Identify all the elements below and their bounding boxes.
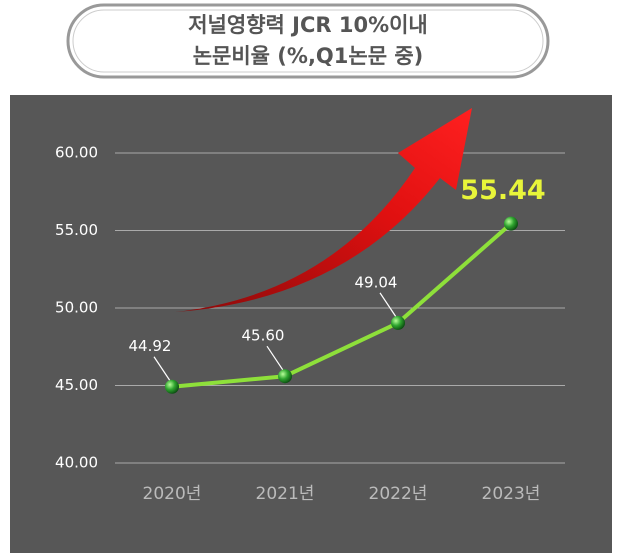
point: [165, 379, 179, 394]
y-tick-label: 60.00: [55, 144, 98, 162]
data-label: 45.60: [242, 327, 285, 345]
plot-background: [10, 95, 612, 553]
y-tick-label: 50.00: [55, 299, 98, 317]
point: [504, 216, 518, 231]
y-tick-label: 45.00: [55, 376, 98, 394]
title-box: [66, 3, 550, 79]
chart-title: 논문비율 (%,Q1논문 중): [193, 44, 424, 68]
title-box-inner: [72, 9, 544, 73]
chart-title: 저널영향력 JCR 10%이내: [188, 13, 428, 37]
point: [391, 315, 405, 330]
series-line: [171, 222, 513, 389]
leader-line: [379, 292, 397, 318]
point: [278, 369, 292, 384]
x-tick-label: 2023년: [482, 484, 541, 504]
data-label: 55.44: [460, 175, 545, 206]
y-tick-label: 55.00: [55, 221, 98, 239]
grid: 40.00 45.00 50.00 55.00 60.00 2020년 2021년 2022년…: [55, 144, 565, 504]
y-tick-label: 40.00: [55, 454, 98, 472]
marks: 44.92 45.60 49.04 55.44: [129, 175, 546, 394]
leader-line: [266, 345, 284, 371]
data-label: 49.04: [355, 273, 398, 291]
x-tick-label: 2020년: [143, 484, 202, 504]
trend-arrow: [175, 108, 472, 312]
x-tick-label: 2021년: [256, 484, 315, 504]
data-label: 44.92: [129, 337, 172, 355]
leader-line: [153, 356, 171, 382]
x-tick-label: 2022년: [369, 484, 428, 504]
